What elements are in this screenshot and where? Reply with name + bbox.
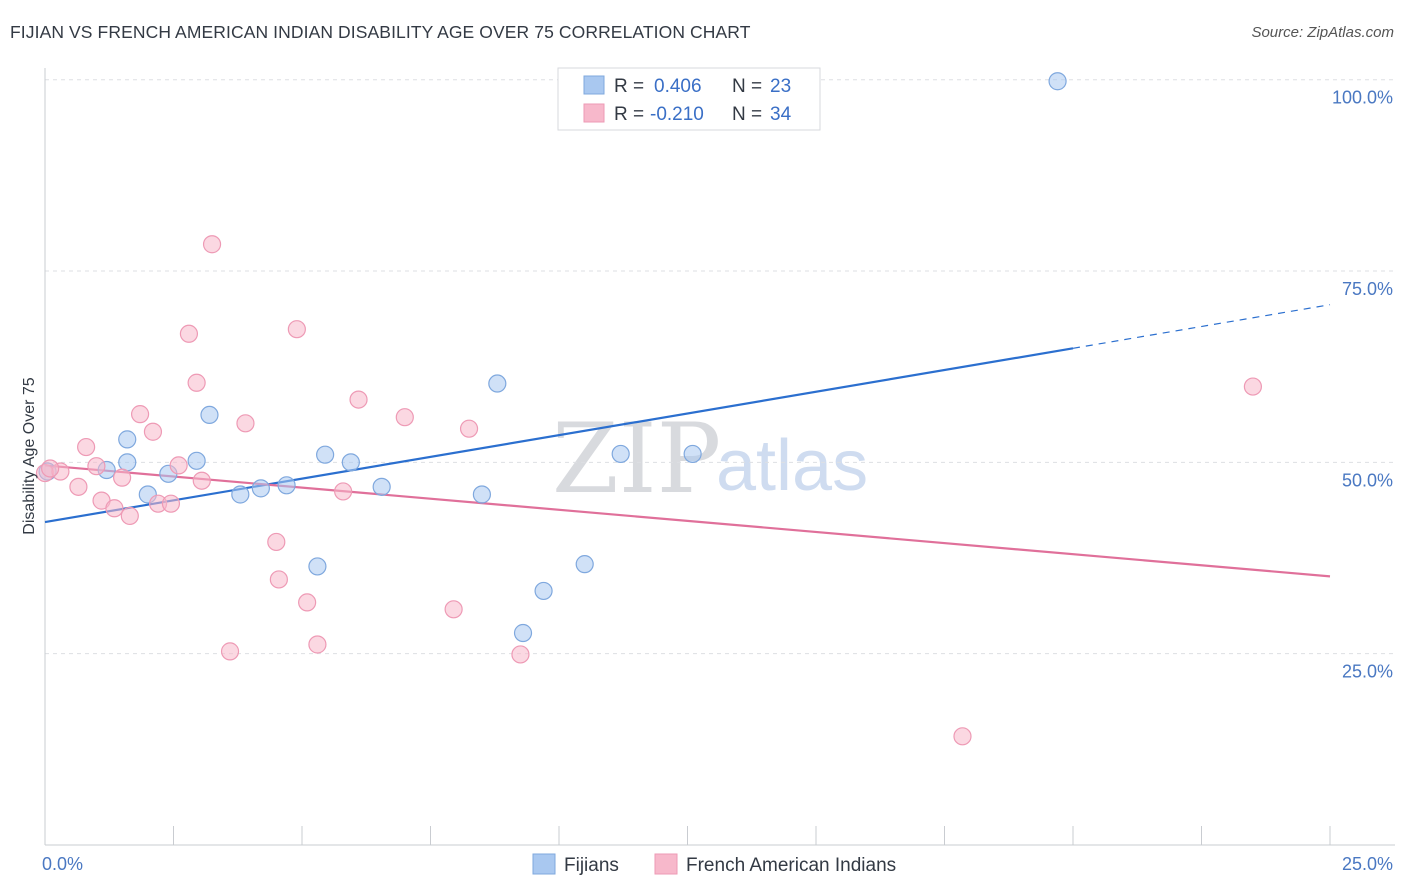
french-american-indians-point-16 [192,471,211,490]
french-american-indians-point-10 [143,422,163,441]
fijians-point-7 [200,405,219,425]
fijians-point-3 [118,430,137,449]
legend-n-value-2: 34 [770,104,792,125]
french-american-indians-point-33 [41,459,60,478]
watermark-atlas: atlas [716,426,868,506]
fijians-point-13 [341,453,360,472]
fijians-point-6 [187,451,206,470]
axes: 25.0% 50.0% 75.0% 100.0% 0.0% 25.0% [42,68,1395,874]
french-american-indians-point-7 [112,468,132,487]
source-label: Source: ZipAtlas.com [1251,24,1394,41]
french-american-indians-point-27 [395,408,414,427]
french-american-indians-point-24 [287,320,306,339]
french-american-indians-point-2 [69,477,88,496]
french-american-indians-point-23 [308,635,327,654]
legend-n-value-1: 23 [770,76,791,97]
bottom-legend-swatch-fijians [532,853,556,875]
y-tick-label-50: 50.0% [1342,470,1393,490]
legend-swatch-fijians [583,75,605,95]
legend-swatch-french-american-indians [583,103,605,123]
trend-line-0 [44,347,1074,524]
french-american-indians-point-28 [444,600,463,619]
french-american-indians-point-6 [105,499,124,518]
french-american-indians-point-18 [220,642,240,661]
bottom-legend-label-fijians: Fijians [564,855,619,876]
french-american-indians-point-21 [269,570,288,589]
fijians-point-2 [118,453,137,472]
french-american-indians-point-4 [87,457,106,476]
legend-r-value-2: -0.210 [650,104,704,125]
fijians-point-9 [251,479,270,498]
x-tick-label-min: 0.0% [42,854,83,874]
trend-line-extension-0 [1072,304,1331,349]
french-american-indians-point-30 [511,645,530,664]
french-american-indians-point-20 [267,532,286,552]
fijians-point-14 [372,477,391,496]
y-axis-label: Disability Age Over 75 [21,377,38,535]
legend-r-value-1: 0.406 [654,76,702,97]
legend-r-label-2: R = [614,104,644,125]
y-tick-label-75: 75.0% [1342,279,1393,299]
french-american-indians-point-17 [202,235,222,254]
fijians-point-10 [277,476,296,495]
french-american-indians-point-26 [349,390,368,409]
french-american-indians-point-22 [298,593,317,612]
stats-legend: R = 0.406 N = 23 R = -0.210 N = 34 [557,67,821,131]
french-american-indians-point-13 [169,456,188,475]
fijians-point-19 [575,555,594,574]
y-tick-label-25: 25.0% [1342,662,1393,682]
fijians-point-22 [1048,72,1067,91]
french-american-indians-point-9 [130,405,150,424]
french-american-indians-point-25 [334,482,353,501]
french-american-indians-point-8 [120,506,139,526]
data-points [35,72,1263,746]
fijians-point-8 [231,485,250,504]
fijians-point-12 [316,445,335,464]
x-tick-label-max: 25.0% [1342,854,1393,874]
fijians-point-11 [308,557,327,576]
french-american-indians-point-32 [1243,377,1263,396]
french-american-indians-point-3 [77,437,96,457]
fijians-point-17 [513,623,533,643]
fijians-point-21 [683,444,702,464]
french-american-indians-point-14 [179,324,199,343]
legend-n-label-1: N = [732,76,762,97]
french-american-indians-point-12 [161,494,181,513]
series-legend: Fijians French American Indians [532,853,896,876]
fijians-point-20 [611,444,630,464]
fijians-point-16 [488,374,507,393]
legend-n-label-2: N = [732,104,762,125]
chart-title: FIJIAN VS FRENCH AMERICAN INDIAN DISABIL… [10,22,751,42]
fijians-point-18 [534,581,553,601]
french-american-indians-point-15 [187,373,206,392]
french-american-indians-point-19 [236,414,255,433]
french-american-indians-point-31 [953,727,972,746]
legend-r-label-1: R = [614,76,644,97]
fijians-point-15 [472,485,491,504]
bottom-legend-label-french-american-indians: French American Indians [686,855,896,876]
grid-lines [45,79,1395,655]
french-american-indians-point-29 [459,419,479,438]
y-tick-label-100: 100.0% [1332,88,1393,108]
bottom-legend-swatch-french-american-indians [654,853,678,875]
